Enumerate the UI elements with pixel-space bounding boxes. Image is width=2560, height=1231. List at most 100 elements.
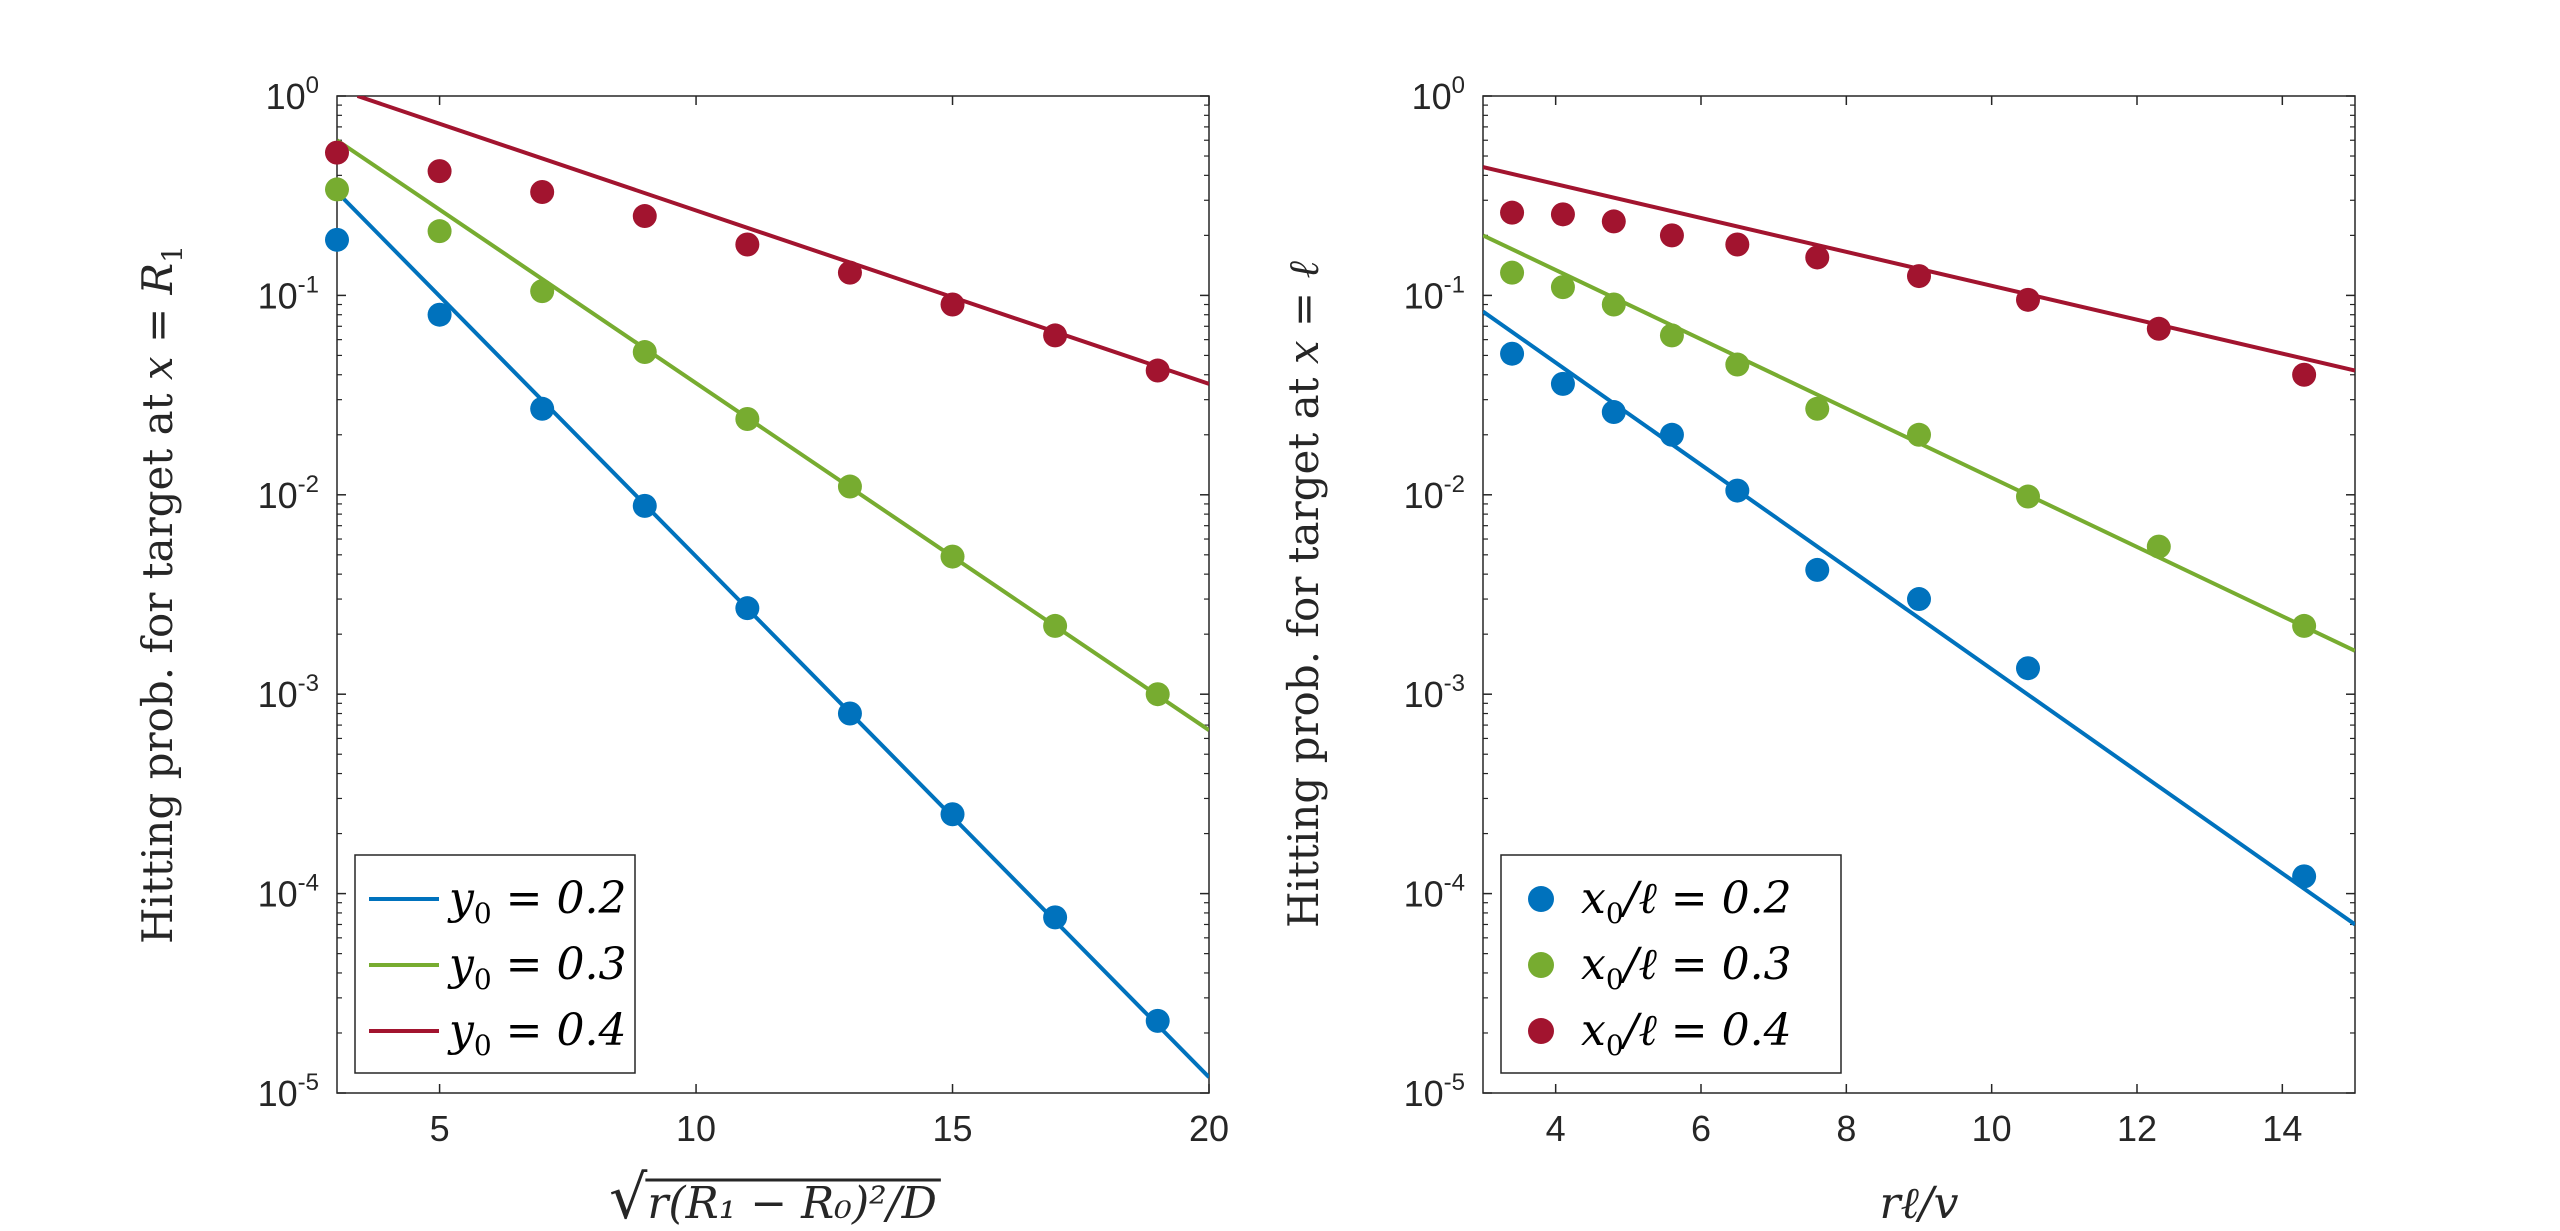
x-tick-label: 14 bbox=[2262, 1108, 2302, 1149]
data-point bbox=[427, 302, 452, 327]
data-point bbox=[2016, 656, 2040, 681]
x-tick-label: 12 bbox=[2117, 1108, 2157, 1149]
data-point bbox=[837, 701, 862, 726]
y-tick-exponent: -5 bbox=[298, 1069, 319, 1096]
x-axis-label-math: rℓ/v bbox=[1879, 1178, 1958, 1229]
data-point bbox=[2146, 534, 2171, 559]
legend-var: y bbox=[447, 1005, 475, 1056]
data-point bbox=[1659, 223, 1684, 248]
data-point bbox=[1601, 292, 1626, 317]
data-point bbox=[1805, 396, 1830, 421]
legend-value: /ℓ = 0.2 bbox=[1620, 873, 1792, 924]
data-point bbox=[2016, 484, 2040, 509]
y-axis-label-text: Hitting prob. for target at bbox=[133, 380, 182, 944]
y-tick-label: 10-4 bbox=[258, 870, 319, 915]
data-point bbox=[1145, 358, 1170, 383]
legend-subscript: 0 bbox=[474, 963, 492, 996]
legend: y0 = 0.2y0 = 0.3y0 = 0.4 bbox=[354, 854, 636, 1074]
data-point bbox=[1805, 245, 1830, 270]
x-tick-label: 6 bbox=[1691, 1108, 1711, 1149]
data-point bbox=[837, 260, 862, 285]
y-axis-label: Hitting prob. for target at x = R1 bbox=[133, 245, 189, 944]
series-1-points bbox=[1500, 341, 2317, 889]
y-tick-exponent: -3 bbox=[298, 670, 319, 697]
y-tick-base: 10 bbox=[258, 1073, 298, 1114]
legend-value: = 0.4 bbox=[492, 1005, 627, 1056]
y-tick-base: 10 bbox=[258, 874, 298, 915]
data-point bbox=[427, 159, 452, 184]
legend-var: x bbox=[1581, 1005, 1606, 1056]
y-tick-label: 10-5 bbox=[1404, 1069, 1465, 1114]
legend-marker-swatch bbox=[1528, 952, 1554, 978]
legend-value: = 0.3 bbox=[492, 939, 627, 990]
data-point bbox=[1043, 905, 1068, 930]
data-point bbox=[1659, 422, 1684, 447]
legend-box bbox=[1500, 854, 1842, 1074]
x-axis-label-math: r(R₁ − R₀)²/D bbox=[647, 1178, 936, 1229]
data-point bbox=[1907, 422, 1931, 447]
y-tick-exponent: -4 bbox=[1444, 870, 1465, 897]
legend-value: /ℓ = 0.3 bbox=[1620, 939, 1792, 990]
x-axis-label: √r(R₁ − R₀)²/D bbox=[609, 1163, 937, 1231]
data-point bbox=[325, 227, 349, 252]
data-point bbox=[1725, 232, 1750, 257]
data-point bbox=[735, 406, 760, 431]
legend-entry: x0/ℓ = 0.3 bbox=[1581, 939, 1792, 996]
y-tick-base: 10 bbox=[1404, 475, 1444, 516]
data-point bbox=[940, 544, 965, 569]
data-point bbox=[1550, 202, 1575, 227]
y-tick-exponent: 0 bbox=[306, 72, 319, 99]
y-tick-base: 10 bbox=[258, 475, 298, 516]
data-point bbox=[1550, 371, 1575, 396]
data-point bbox=[1907, 264, 1931, 289]
y-tick-exponent: -1 bbox=[1444, 271, 1465, 298]
y-tick-label: 100 bbox=[266, 72, 319, 117]
y-tick-label: 100 bbox=[1412, 72, 1465, 117]
legend-subscript: 0 bbox=[1606, 1029, 1624, 1062]
legend-var: x bbox=[1581, 939, 1606, 990]
data-point bbox=[1725, 478, 1750, 503]
series-fit-line bbox=[337, 190, 1209, 1079]
y-tick-base: 10 bbox=[1412, 76, 1452, 117]
data-point bbox=[1550, 275, 1575, 300]
data-point bbox=[2292, 864, 2317, 889]
data-point bbox=[1907, 587, 1931, 612]
y-tick-base: 10 bbox=[1404, 874, 1444, 915]
legend-value: /ℓ = 0.4 bbox=[1620, 1005, 1792, 1056]
data-point bbox=[530, 180, 555, 205]
legend-value: = 0.2 bbox=[492, 873, 627, 924]
y-tick-exponent: -2 bbox=[298, 471, 319, 498]
series-3-points bbox=[1500, 200, 2317, 387]
y-axis-label-subscript: 1 bbox=[156, 245, 189, 263]
data-point bbox=[1145, 682, 1170, 707]
data-point bbox=[530, 396, 555, 421]
data-point bbox=[2292, 362, 2317, 387]
legend-entry: y0 = 0.2 bbox=[447, 873, 627, 930]
series-1 bbox=[1483, 309, 2355, 927]
data-point bbox=[325, 177, 349, 202]
x-tick-label: 20 bbox=[1189, 1108, 1229, 1149]
x-axis-label: rℓ/v bbox=[1879, 1178, 1958, 1229]
legend-marker-swatch bbox=[1528, 1018, 1554, 1044]
y-tick-label: 10-2 bbox=[258, 471, 319, 516]
data-point bbox=[1043, 613, 1068, 638]
data-point bbox=[632, 204, 657, 229]
y-axis-label-text: Hitting prob. for target at bbox=[1279, 364, 1328, 928]
data-point bbox=[2146, 316, 2171, 341]
y-tick-base: 10 bbox=[1404, 275, 1444, 316]
series-1-points bbox=[325, 227, 1170, 1033]
legend-marker-swatch bbox=[1528, 886, 1554, 912]
y-tick-exponent: -4 bbox=[298, 870, 319, 897]
data-point bbox=[1601, 400, 1626, 425]
data-point bbox=[735, 596, 760, 621]
legend-var: y bbox=[447, 939, 475, 990]
x-tick-label: 5 bbox=[430, 1108, 450, 1149]
data-point bbox=[325, 140, 349, 165]
y-tick-exponent: -5 bbox=[1444, 1069, 1465, 1096]
data-point bbox=[940, 292, 965, 317]
data-point bbox=[1500, 200, 1525, 225]
y-tick-base: 10 bbox=[1404, 1073, 1444, 1114]
data-point bbox=[735, 232, 760, 257]
